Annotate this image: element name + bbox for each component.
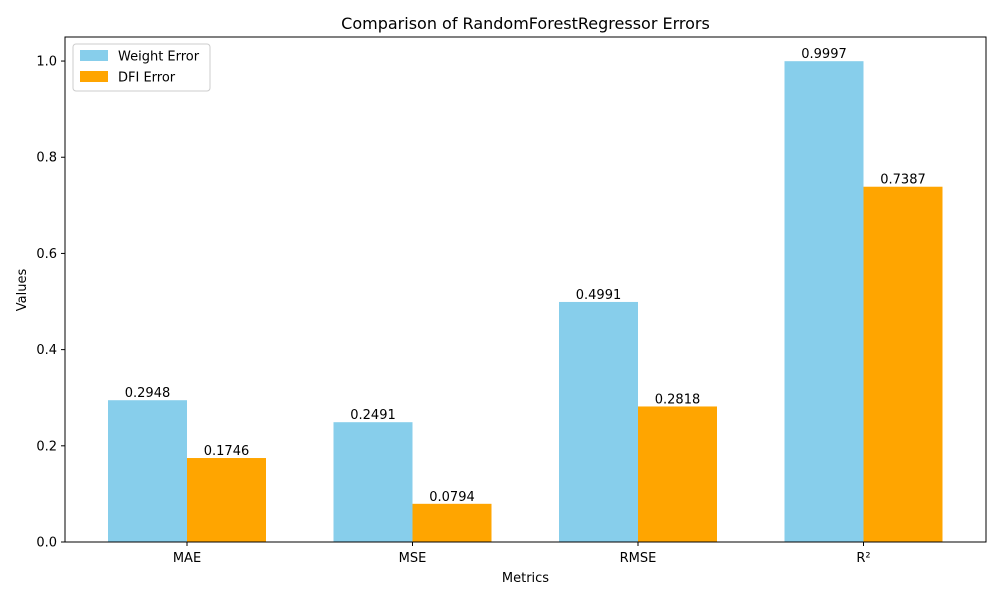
y-tick-label: 0.0 <box>36 536 57 551</box>
plot-frame <box>64 36 987 543</box>
data-label: 0.1746 <box>204 444 250 459</box>
x-tick-label: MAE <box>173 551 201 566</box>
data-label: 0.0794 <box>429 490 475 505</box>
bar-dfi-error-2 <box>638 406 717 542</box>
legend-label: DFI Error <box>118 71 176 86</box>
chart-title: Comparison of RandomForestRegressor Erro… <box>341 14 710 33</box>
legend: Weight Error DFI Error <box>72 43 211 92</box>
data-label: 0.2948 <box>125 386 171 401</box>
data-label: 0.9997 <box>801 47 847 62</box>
x-tick-label: RMSE <box>620 551 657 566</box>
x-tick-label: R² <box>856 551 870 566</box>
legend-swatch <box>80 71 108 82</box>
data-label: 0.2818 <box>655 392 701 407</box>
data-label: 0.4991 <box>576 288 622 303</box>
x-tick-label: MSE <box>399 551 427 566</box>
bar-weight-error-1 <box>333 422 413 542</box>
data-label: 0.2491 <box>350 408 396 423</box>
bar-dfi-error-3 <box>863 186 943 543</box>
y-tick-label: 0.2 <box>36 439 57 454</box>
y-tick-label: 1.0 <box>36 55 57 70</box>
axes-layer: 0.0 0.2 0.4 0.6 0.8 1.0 MAE MSE RMSE R² <box>36 36 987 566</box>
data-labels-layer: 0.2948 0.2491 0.4991 0.9997 0.1746 0.0794 0.28… <box>125 47 926 505</box>
bars-layer <box>108 61 943 543</box>
data-label: 0.7387 <box>880 173 926 188</box>
bar-weight-error-2 <box>559 301 638 542</box>
x-axis-label: Metrics <box>502 571 549 586</box>
y-tick-label: 0.6 <box>36 247 57 262</box>
bar-dfi-error-1 <box>412 503 492 542</box>
bar-weight-error-0 <box>108 400 187 542</box>
legend-swatch <box>80 50 108 61</box>
bar-weight-error-3 <box>784 61 864 543</box>
bar-dfi-error-0 <box>187 458 266 542</box>
y-tick-label: 0.8 <box>36 151 57 166</box>
y-axis-label: Values <box>15 269 30 312</box>
y-tick-label: 0.4 <box>36 343 57 358</box>
legend-label: Weight Error <box>118 50 200 65</box>
